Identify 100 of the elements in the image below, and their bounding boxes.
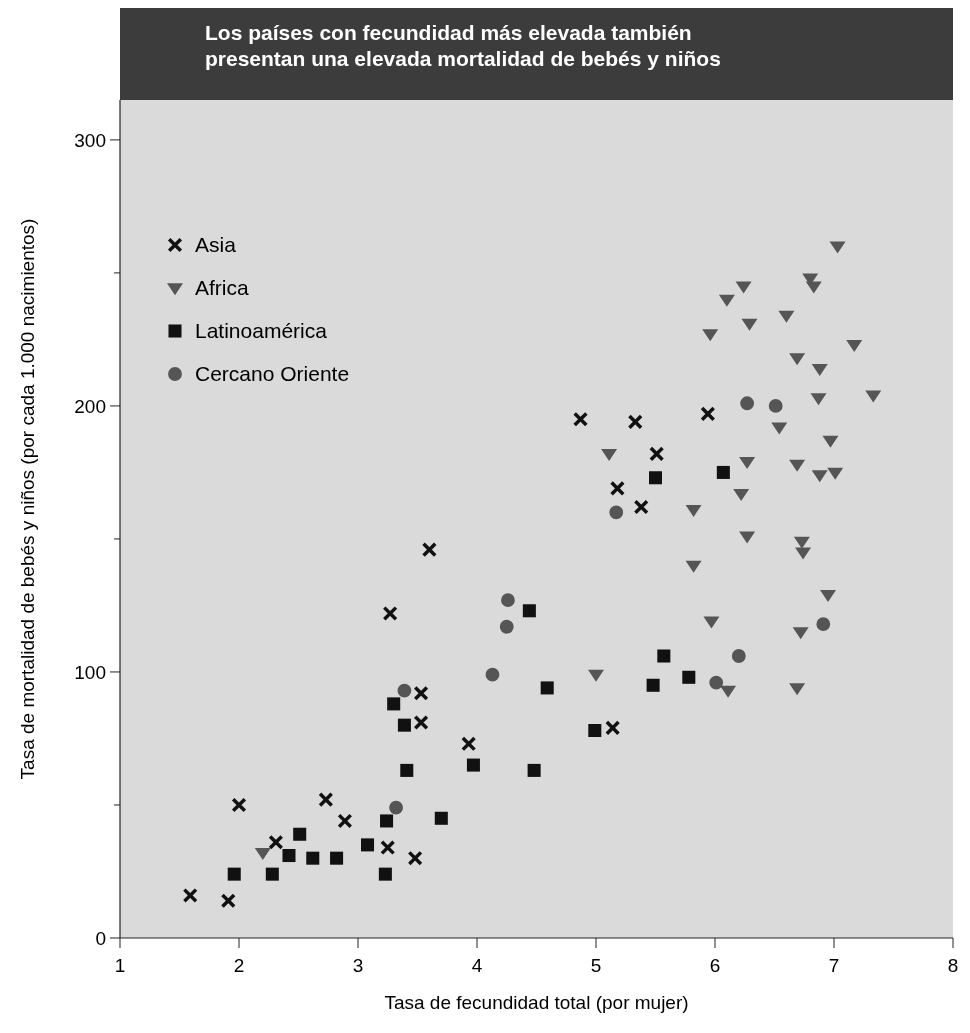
point: [792, 627, 809, 640]
y-tick-label: 0: [95, 927, 106, 949]
point: [499, 619, 514, 634]
point: [337, 813, 353, 829]
point: [703, 616, 720, 629]
x-tick-label: 8: [947, 955, 959, 976]
point: [389, 800, 403, 815]
point: [771, 422, 788, 435]
point: [865, 390, 882, 403]
point: [466, 758, 480, 772]
point: [378, 867, 392, 881]
point: [741, 318, 758, 331]
point: [282, 849, 296, 863]
point: [434, 811, 448, 825]
point: [254, 848, 271, 861]
point: [380, 814, 394, 828]
point: [685, 560, 702, 573]
chart-title: Los países con fecundidad más elevada también presentan una elevada mortalidad de bebés y niños: [205, 21, 721, 70]
point: [633, 499, 649, 515]
point: [789, 683, 806, 696]
point: [648, 471, 663, 485]
point: [720, 685, 737, 698]
point: [382, 605, 398, 622]
legend-label: Asia: [195, 233, 237, 257]
point: [540, 681, 554, 695]
point: [827, 467, 844, 480]
point: [718, 294, 735, 307]
point: [682, 670, 696, 684]
point: [700, 406, 716, 422]
point: [318, 792, 334, 808]
point: [485, 667, 500, 682]
point: [413, 685, 429, 701]
legend-label: Africa: [195, 276, 249, 300]
point: [816, 617, 831, 631]
point: [421, 542, 437, 558]
point: [293, 827, 307, 841]
point: [709, 675, 724, 690]
point: [227, 867, 241, 881]
point: [810, 393, 827, 406]
y-axis-title: Tasa de mortalidad de bebés y niños (por cada 1.000 nacimientos): [17, 218, 38, 780]
point: [795, 547, 812, 560]
x-tick-label: 6: [709, 955, 721, 976]
point: [407, 850, 423, 866]
point: [702, 329, 719, 342]
point: [413, 714, 429, 731]
point: [501, 593, 515, 608]
legend-label: Cercano Oriente: [195, 362, 350, 386]
point: [789, 353, 806, 366]
legend-label: Latinoamérica: [195, 319, 328, 343]
x-tick-label: 2: [233, 955, 245, 976]
point: [231, 797, 247, 813]
x-tick-label: 1: [114, 955, 126, 976]
point: [829, 241, 846, 254]
point: [846, 339, 863, 352]
point: [649, 446, 665, 462]
point: [778, 310, 795, 323]
point: [387, 697, 401, 711]
y-tick-label: 200: [74, 395, 106, 417]
point: [268, 834, 284, 850]
point: [646, 678, 660, 692]
point: [768, 399, 783, 413]
point: [793, 536, 810, 549]
point: [627, 414, 643, 430]
point: [527, 763, 541, 777]
point: [522, 604, 536, 618]
point: [733, 488, 750, 501]
point: [601, 449, 618, 462]
point: [605, 720, 621, 736]
point: [361, 838, 375, 852]
point: [811, 363, 828, 376]
point: [789, 459, 806, 472]
point: [265, 867, 279, 881]
x-tick-label: 3: [352, 955, 364, 976]
point: [657, 649, 671, 663]
point: [588, 723, 602, 738]
point: [461, 736, 477, 752]
point: [735, 281, 752, 294]
y-tick-label: 300: [74, 129, 106, 151]
point: [397, 683, 412, 698]
point: [716, 465, 730, 479]
point: [400, 763, 414, 777]
point: [739, 531, 756, 544]
point: [811, 470, 828, 483]
point: [380, 839, 396, 856]
point: [397, 718, 411, 732]
x-tick-label: 5: [590, 955, 602, 976]
x-tick-label: 4: [471, 955, 483, 976]
point: [820, 590, 837, 603]
point: [220, 893, 236, 909]
x-tick-label: 7: [828, 955, 840, 976]
y-tick-label: 100: [74, 661, 106, 683]
point: [822, 435, 839, 448]
point: [182, 887, 198, 903]
point: [685, 504, 702, 517]
point: [739, 457, 756, 469]
point: [306, 851, 320, 865]
point: [330, 851, 344, 865]
x-axis-title: Tasa de fecundidad total (por mujer): [384, 992, 689, 1013]
point: [588, 669, 604, 682]
point: [572, 411, 589, 427]
